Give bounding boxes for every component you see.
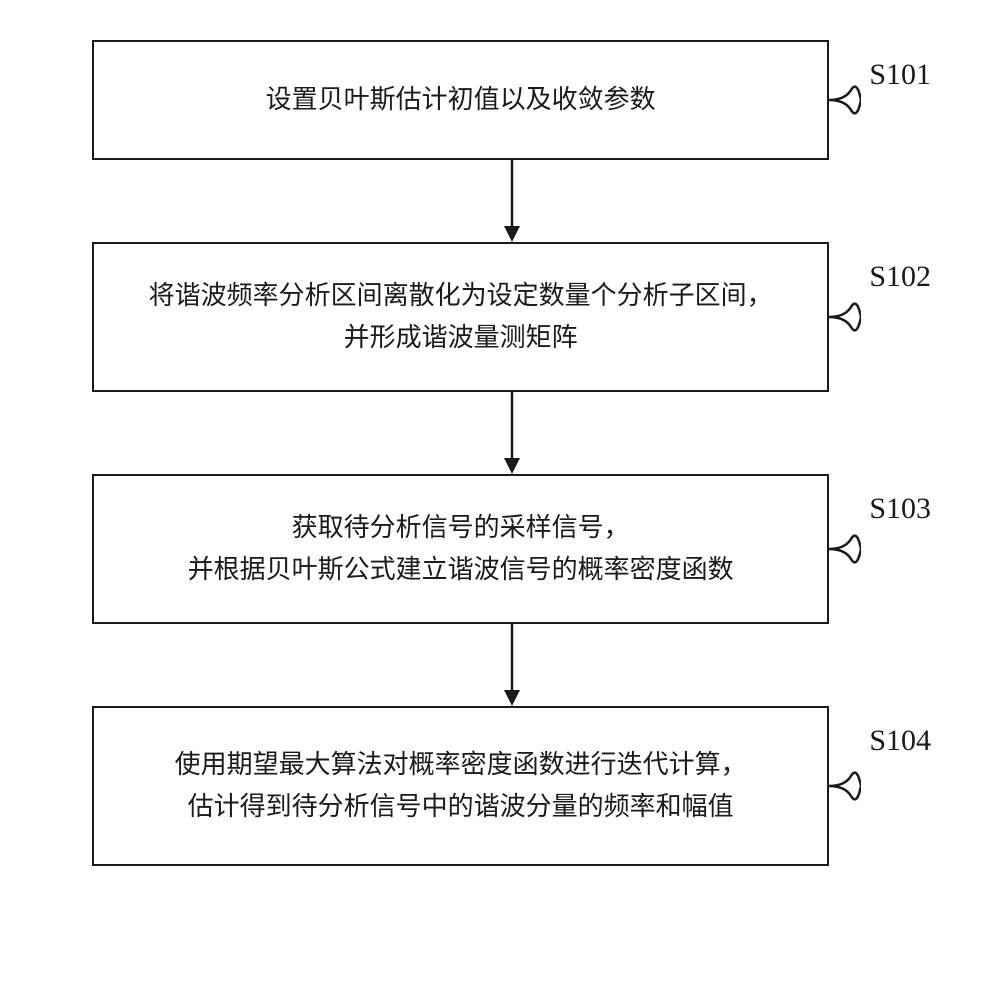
flowchart-row-4: 使用期望最大算法对概率密度函数进行迭代计算， 估计得到待分析信号中的谐波分量的频… — [60, 706, 931, 866]
flowchart-row-1: 设置贝叶斯估计初值以及收敛参数 S101 — [60, 40, 931, 160]
arrow-down-3 — [142, 624, 882, 706]
flowchart-box-text: 设置贝叶斯估计初值以及收敛参数 — [266, 79, 656, 121]
connector-curve — [829, 287, 861, 347]
flowchart-box-s104: 使用期望最大算法对概率密度函数进行迭代计算， 估计得到待分析信号中的谐波分量的频… — [92, 706, 829, 866]
flowchart-box-s101: 设置贝叶斯估计初值以及收敛参数 — [92, 40, 829, 160]
connector-curve — [829, 70, 861, 130]
step-label: S103 — [869, 492, 931, 526]
step-label: S101 — [869, 58, 931, 92]
flowchart-box-s102: 将谐波频率分析区间离散化为设定数量个分析子区间， 并形成谐波量测矩阵 — [92, 242, 829, 392]
flowchart-container: 设置贝叶斯估计初值以及收敛参数 S101 将谐波频率分析区间离散化为设定数量个分… — [60, 40, 931, 866]
connector-curve — [829, 519, 861, 579]
flowchart-box-text: 获取待分析信号的采样信号， 并根据贝叶斯公式建立谐波信号的概率密度函数 — [188, 507, 734, 590]
flowchart-row-3: 获取待分析信号的采样信号， 并根据贝叶斯公式建立谐波信号的概率密度函数 S103 — [60, 474, 931, 624]
flowchart-box-s103: 获取待分析信号的采样信号， 并根据贝叶斯公式建立谐波信号的概率密度函数 — [92, 474, 829, 624]
step-label: S102 — [869, 260, 931, 294]
flowchart-row-2: 将谐波频率分析区间离散化为设定数量个分析子区间， 并形成谐波量测矩阵 S102 — [60, 242, 931, 392]
flowchart-box-text: 使用期望最大算法对概率密度函数进行迭代计算， 估计得到待分析信号中的谐波分量的频… — [175, 744, 747, 827]
connector-curve — [829, 756, 861, 816]
flowchart-box-text: 将谐波频率分析区间离散化为设定数量个分析子区间， 并形成谐波量测矩阵 — [149, 275, 773, 358]
step-label: S104 — [869, 724, 931, 758]
arrow-down-1 — [142, 160, 882, 242]
arrow-down-2 — [142, 392, 882, 474]
